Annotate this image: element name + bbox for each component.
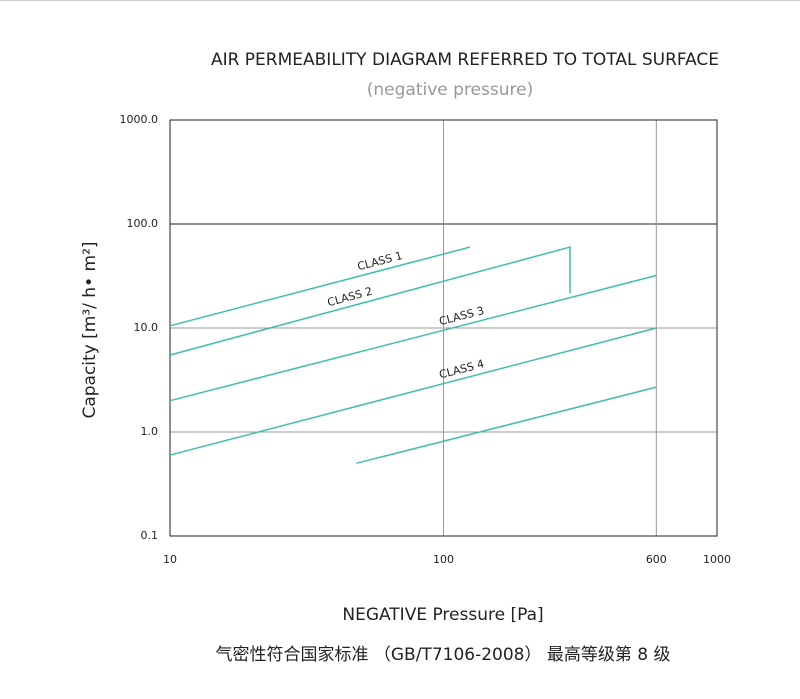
- y-tick-label: 0.1: [141, 529, 159, 542]
- y-tick-label: 1.0: [141, 425, 159, 438]
- plot-frame: [169, 119, 718, 537]
- y-axis-label: Capacity [m³/ h• m²]: [80, 241, 100, 418]
- y-tick-label: 100.0: [127, 217, 159, 230]
- data-line: [169, 327, 657, 456]
- data-line: [169, 274, 657, 402]
- x-axis-label: NEGATIVE Pressure [Pa]: [342, 605, 543, 625]
- x-tick-label: 10: [163, 553, 177, 566]
- footnote: 气密性符合国家标准 （GB/T7106-2008） 最高等级第 8 级: [215, 645, 670, 665]
- y-tick-label: 1000.0: [120, 113, 159, 126]
- chart-subtitle: (negative pressure): [367, 80, 533, 100]
- data-line: [356, 386, 657, 465]
- x-tick-label: 1000: [703, 553, 731, 566]
- data-line: [169, 246, 471, 327]
- series-label: CLASS 3: [438, 304, 486, 328]
- series-label: CLASS 4: [438, 357, 486, 381]
- y-tick-label: 10.0: [134, 321, 159, 334]
- series-label: CLASS 1: [356, 249, 404, 273]
- series-label: CLASS 2: [326, 285, 374, 310]
- x-tick-label: 100: [433, 553, 454, 566]
- chart-title: AIR PERMEABILITY DIAGRAM REFERRED TO TOT…: [211, 50, 719, 70]
- data-line: [169, 246, 571, 356]
- x-tick-label: 600: [646, 553, 667, 566]
